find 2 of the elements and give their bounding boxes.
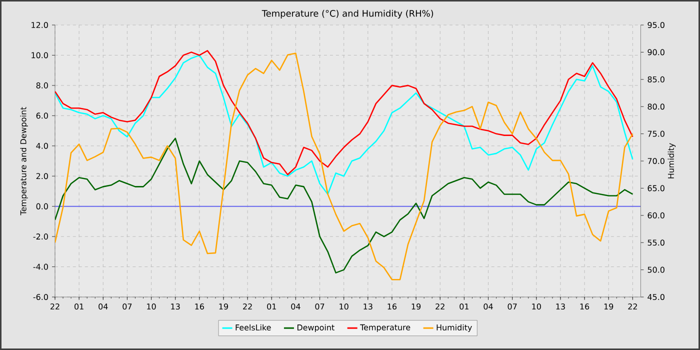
line-series bbox=[55, 52, 634, 280]
chart-title: Temperature (°C) and Humidity (RH%) bbox=[262, 10, 434, 18]
